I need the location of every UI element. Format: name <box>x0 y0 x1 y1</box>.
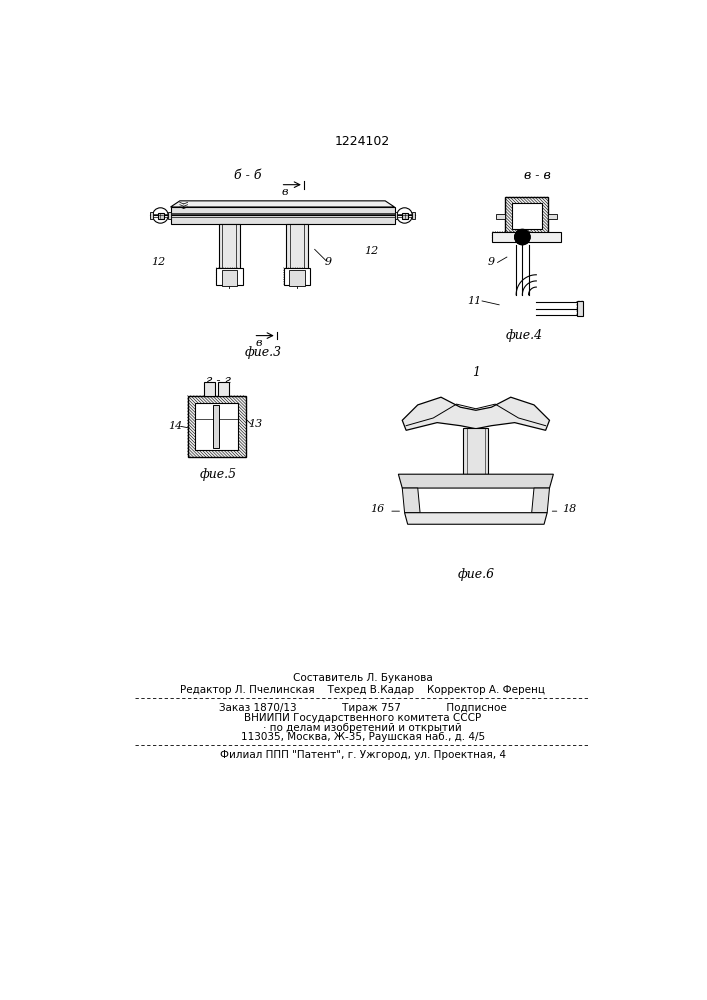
Text: 18: 18 <box>562 504 576 514</box>
Bar <box>218 224 240 282</box>
Bar <box>548 214 557 219</box>
Bar <box>222 270 237 286</box>
Text: · по делам изобретений и открытий: · по делам изобретений и открытий <box>263 723 462 733</box>
Bar <box>195 403 238 450</box>
Text: г - г: г - г <box>206 374 231 387</box>
Bar <box>187 396 246 457</box>
Polygon shape <box>532 488 549 513</box>
Text: Составитель Л. Буканова: Составитель Л. Буканова <box>293 673 433 683</box>
Bar <box>284 268 310 285</box>
Bar <box>496 214 506 219</box>
Text: Филиал ППП "Патент", г. Ужгород, ул. Проектная, 4: Филиал ППП "Патент", г. Ужгород, ул. Про… <box>220 750 506 760</box>
Polygon shape <box>404 513 547 524</box>
Bar <box>512 203 542 229</box>
Bar <box>289 270 305 286</box>
Text: ВНИИПИ Государственного комитета СССР: ВНИИПИ Государственного комитета СССР <box>244 713 481 723</box>
Polygon shape <box>402 397 549 430</box>
Bar <box>151 212 153 219</box>
Text: 9: 9 <box>325 257 332 267</box>
Text: 16: 16 <box>370 504 385 514</box>
Bar <box>204 382 215 396</box>
Bar <box>218 382 228 396</box>
Text: фие.3: фие.3 <box>244 346 281 359</box>
Bar <box>464 428 489 474</box>
Bar <box>412 212 414 219</box>
Circle shape <box>518 232 527 242</box>
Text: 113035, Москва, Ж-35, Раушская наб., д. 4/5: 113035, Москва, Ж-35, Раушская наб., д. … <box>240 732 485 742</box>
Text: фие.4: фие.4 <box>506 329 543 342</box>
Bar <box>492 232 561 242</box>
Circle shape <box>515 229 530 245</box>
Text: 13: 13 <box>248 419 262 429</box>
Bar <box>402 213 408 219</box>
Text: в: в <box>281 187 288 197</box>
Bar <box>168 212 170 219</box>
Text: 1: 1 <box>472 366 480 379</box>
Text: фие.6: фие.6 <box>457 568 494 581</box>
Polygon shape <box>170 207 395 224</box>
Text: 11: 11 <box>467 296 481 306</box>
Bar <box>213 405 219 448</box>
Text: в - в: в - в <box>525 169 551 182</box>
Text: фие.5: фие.5 <box>200 468 237 481</box>
Polygon shape <box>402 488 420 513</box>
Text: Редактор Л. Пчелинская    Техред В.Кадар    Корректор А. Ференц: Редактор Л. Пчелинская Техред В.Кадар Ко… <box>180 685 545 695</box>
Bar <box>216 268 243 285</box>
Text: 9: 9 <box>488 257 495 267</box>
Bar <box>158 213 163 219</box>
Polygon shape <box>398 474 554 488</box>
Text: Заказ 1870/13              Тираж 757              Подписное: Заказ 1870/13 Тираж 757 Подписное <box>219 703 507 713</box>
Bar <box>395 212 397 219</box>
Text: б - б: б - б <box>233 169 261 182</box>
Circle shape <box>518 232 527 242</box>
Bar <box>577 301 583 316</box>
Polygon shape <box>170 201 395 207</box>
Text: 12: 12 <box>151 257 165 267</box>
Bar <box>286 224 308 282</box>
Circle shape <box>515 229 530 245</box>
Bar <box>506 197 548 235</box>
Text: в: в <box>256 338 262 348</box>
Text: 12: 12 <box>364 246 378 256</box>
Text: 1224102: 1224102 <box>334 135 390 148</box>
Text: 14: 14 <box>168 421 182 431</box>
